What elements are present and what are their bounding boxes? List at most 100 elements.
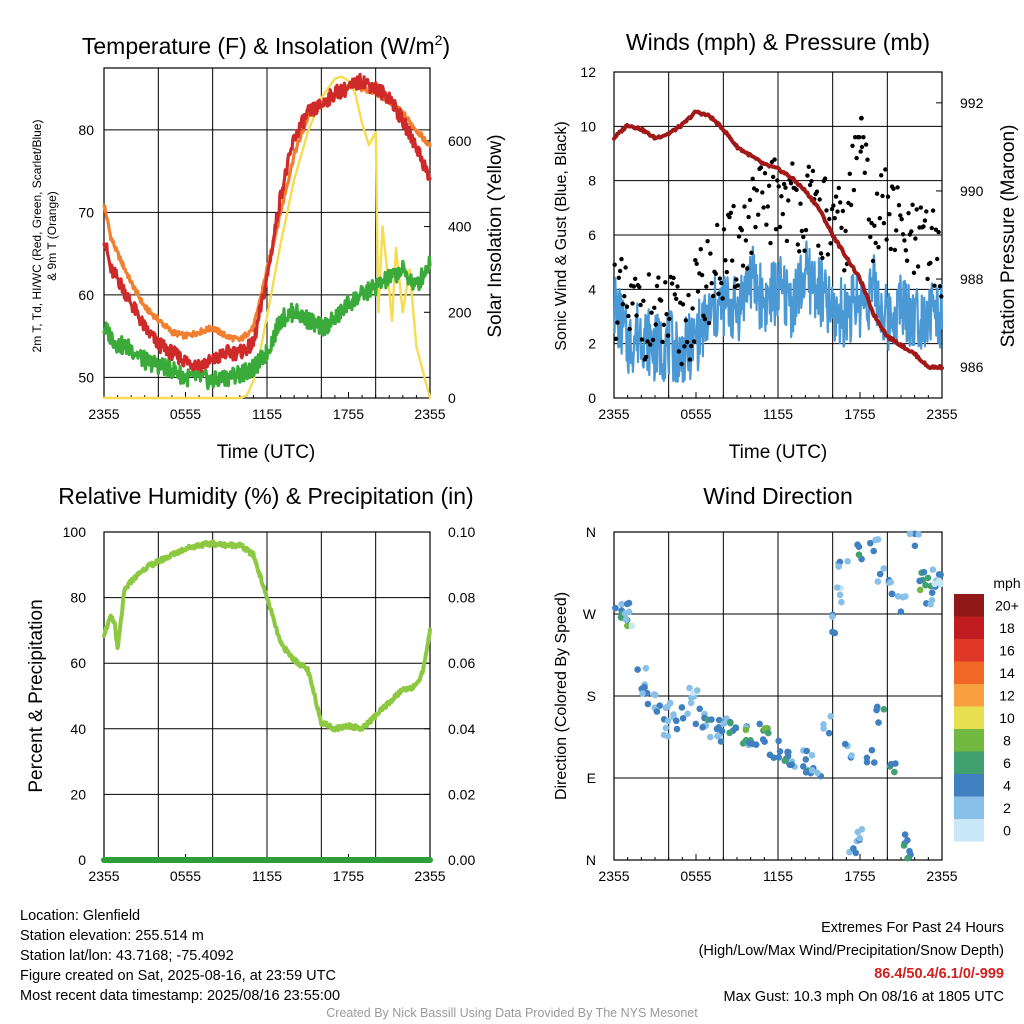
humidity-xtick-label: 2355 xyxy=(88,868,119,884)
wind-direction-point xyxy=(666,699,674,707)
wind-direction-point xyxy=(873,706,880,714)
gust-point xyxy=(691,339,697,344)
wind-direction-point xyxy=(673,725,681,733)
gust-point xyxy=(806,164,811,169)
gust-point xyxy=(749,250,754,255)
gust-point xyxy=(884,237,889,242)
winds-panel: Winds (mph) & Pressure (mb) Time (UTC) S… xyxy=(553,29,1019,463)
gust-point xyxy=(911,270,917,275)
wind-direction-point xyxy=(820,725,827,732)
gust-point xyxy=(913,236,918,241)
gust-point xyxy=(801,234,806,240)
gust-point xyxy=(915,264,921,269)
gust-point xyxy=(779,194,784,199)
winds-ytick-label: 0 xyxy=(588,390,596,406)
temperature-series-insolation xyxy=(102,75,432,400)
gust-point xyxy=(814,189,820,194)
gust-point xyxy=(740,263,746,268)
temperature-ytick-label: 70 xyxy=(78,204,94,220)
gust-point xyxy=(783,185,788,190)
wind-direction-point xyxy=(929,566,937,573)
gust-point xyxy=(713,271,718,276)
colorbar-swatch xyxy=(954,796,984,819)
temperature-xtick-label: 2355 xyxy=(414,406,445,422)
gust-point xyxy=(776,184,781,189)
gust-point xyxy=(653,322,658,327)
insolation-ytick-label: 400 xyxy=(448,219,472,235)
gust-point xyxy=(870,258,876,264)
gust-point xyxy=(880,193,885,199)
gust-point xyxy=(904,258,910,263)
extremes-values: 86.4/50.4/6.1/0/-999 xyxy=(874,966,1004,982)
wind-direction-point xyxy=(825,729,833,737)
wind-direction-point xyxy=(692,720,700,728)
gust-point xyxy=(675,284,680,289)
gust-point xyxy=(929,225,934,231)
gust-point xyxy=(689,343,694,349)
wind-direction-point xyxy=(856,834,864,842)
gust-point xyxy=(690,306,695,311)
insolation-ylabel: Solar Insolation (Yellow) xyxy=(485,134,506,337)
gust-point xyxy=(627,326,632,332)
gust-point xyxy=(731,203,736,209)
colorbar-label: 20+ xyxy=(995,597,1019,613)
gust-point xyxy=(909,229,914,234)
gust-point xyxy=(903,248,908,253)
precip-ytick-label: 0.04 xyxy=(448,721,475,737)
humidity-ytick-label: 100 xyxy=(63,524,87,540)
wind-direction-point xyxy=(863,754,871,762)
wind-direction-point xyxy=(739,740,747,747)
colorbar-swatch xyxy=(954,706,984,729)
gust-point xyxy=(900,232,906,237)
gust-point xyxy=(847,171,852,176)
temperature-panel: Temperature (F) & Insolation (W/m2) Time… xyxy=(30,32,506,463)
wind-direction-point xyxy=(708,716,715,723)
wind-direction-point xyxy=(687,699,695,707)
temperature-ytick-label: 80 xyxy=(78,122,94,138)
winds-xtick-label: 2355 xyxy=(598,406,629,422)
wind-direction-ytick-label: W xyxy=(583,606,597,622)
pressure-ylabel: Station Pressure (Maroon) xyxy=(998,125,1019,348)
wind-direction-point xyxy=(785,748,792,756)
pressure-ytick-label: 990 xyxy=(960,183,984,199)
gust-point xyxy=(928,260,933,266)
gust-point xyxy=(772,157,777,162)
gust-point xyxy=(805,173,810,178)
gust-point xyxy=(645,339,650,344)
gust-point xyxy=(654,283,660,289)
gust-point xyxy=(674,296,679,301)
gust-point xyxy=(894,228,899,233)
wind-direction-point xyxy=(696,705,703,713)
colorbar-label: 12 xyxy=(999,687,1015,703)
gust-point xyxy=(851,187,857,193)
gust-point xyxy=(735,283,740,288)
gust-point xyxy=(765,204,770,209)
gust-point xyxy=(899,217,904,222)
wind-direction-point xyxy=(887,578,894,586)
gust-point xyxy=(848,202,854,208)
winds-ytick-label: 6 xyxy=(588,227,596,243)
temperature-ytick-label: 50 xyxy=(78,369,94,385)
gust-point xyxy=(836,185,841,191)
wind-direction-ylabel: Direction (Colored By Speed) xyxy=(553,592,570,800)
temperature-series-td xyxy=(102,255,432,391)
gust-point xyxy=(872,223,877,228)
wind-direction-point xyxy=(870,547,877,555)
extremes-heading: Extremes For Past 24 Hours xyxy=(821,920,1004,936)
gust-point xyxy=(676,349,682,354)
gust-point xyxy=(922,218,928,223)
gust-point xyxy=(820,255,825,261)
gust-point xyxy=(746,214,751,220)
gust-point xyxy=(939,294,944,299)
gust-point xyxy=(895,185,900,190)
colorbar-swatch xyxy=(954,594,984,617)
wind-direction-point xyxy=(775,737,782,745)
wind-direction-point xyxy=(894,593,902,600)
gust-point xyxy=(921,224,926,229)
gust-point xyxy=(684,339,690,345)
humidity-ytick-label: 60 xyxy=(70,655,86,671)
gust-point xyxy=(795,242,800,247)
wind-direction-point xyxy=(916,586,924,594)
wind-direction-point xyxy=(874,578,882,585)
humidity-ytick-label: 80 xyxy=(70,590,86,606)
